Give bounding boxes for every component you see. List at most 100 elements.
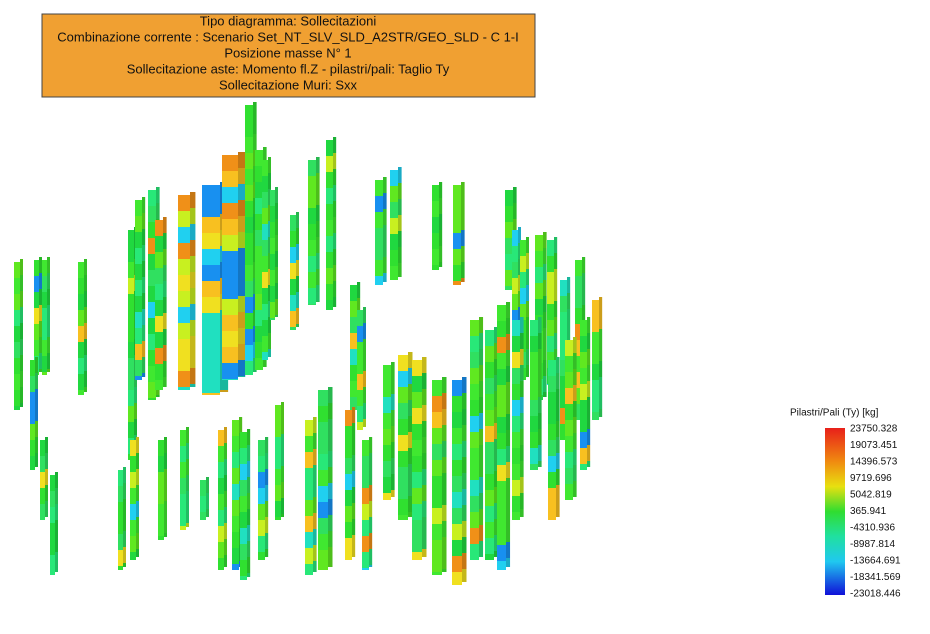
- column-face: [575, 356, 582, 372]
- column-side: [422, 501, 427, 517]
- column-side: [543, 328, 547, 344]
- column: [218, 427, 227, 570]
- column-face: [530, 448, 538, 464]
- column-side: [363, 339, 366, 355]
- column-face: [350, 349, 357, 365]
- column-shade: [20, 259, 23, 407]
- column-side: [520, 445, 524, 461]
- column-face: [548, 504, 556, 520]
- column-side: [543, 376, 547, 392]
- column-face: [375, 276, 383, 285]
- column-face: [357, 310, 363, 326]
- column-face: [452, 396, 462, 412]
- column-face: [148, 254, 156, 270]
- column-side: [238, 328, 246, 344]
- column-face: [530, 464, 538, 470]
- column-face: [128, 342, 134, 358]
- column-side: [479, 477, 484, 493]
- column-face: [432, 396, 442, 412]
- column-side: [391, 410, 395, 426]
- column: [383, 362, 395, 500]
- column-side: [253, 294, 257, 310]
- column-side: [383, 209, 387, 225]
- legend-label: 19073.451: [850, 440, 898, 451]
- column-side: [316, 253, 320, 269]
- column-side: [506, 526, 511, 542]
- column-shade: [526, 237, 529, 377]
- column-side: [20, 387, 23, 403]
- column-shade: [369, 437, 373, 567]
- column-side: [526, 237, 529, 253]
- column-side: [238, 312, 246, 328]
- column-side: [163, 217, 167, 233]
- column-face: [318, 470, 328, 486]
- column-face: [592, 396, 599, 412]
- column-face: [262, 192, 268, 208]
- column-side: [442, 537, 447, 553]
- column-face: [308, 176, 316, 192]
- column-shade: [265, 437, 269, 557]
- column-face: [326, 300, 333, 310]
- column-face: [155, 284, 163, 300]
- column-shade: [45, 437, 48, 517]
- column-face: [222, 347, 238, 363]
- column-side: [39, 257, 42, 273]
- column-side: [408, 400, 413, 416]
- column-side: [573, 385, 577, 401]
- column-side: [582, 289, 586, 305]
- column-side: [369, 517, 373, 533]
- column-face: [580, 432, 587, 448]
- column-face: [512, 480, 520, 496]
- column-face: [512, 464, 520, 480]
- column-side: [55, 488, 58, 504]
- legend-label: 5042.819: [850, 490, 892, 501]
- column-shade: [55, 472, 58, 572]
- column-face: [262, 176, 268, 192]
- column-face: [218, 494, 224, 510]
- column-side: [422, 357, 427, 373]
- column-side: [587, 429, 591, 445]
- column-face: [470, 528, 479, 544]
- column-side: [253, 150, 257, 166]
- column-face: [580, 336, 587, 352]
- column-side: [163, 377, 167, 387]
- column-face: [305, 516, 313, 532]
- column: [452, 377, 467, 585]
- column: [565, 337, 577, 500]
- column-face: [240, 544, 247, 560]
- column-face: [40, 472, 45, 488]
- column-face: [412, 376, 422, 392]
- column-side: [554, 333, 558, 349]
- column-side: [190, 224, 196, 240]
- column-side: [39, 369, 42, 372]
- column-face: [262, 224, 268, 240]
- column-side: [263, 355, 267, 367]
- column-face: [485, 346, 494, 362]
- column-side: [599, 409, 603, 417]
- column-face: [432, 492, 442, 508]
- column-side: [333, 265, 337, 281]
- column-face: [530, 368, 538, 384]
- column-side: [142, 357, 146, 373]
- column-face: [470, 448, 479, 464]
- column-side: [556, 389, 560, 405]
- column-face: [155, 268, 163, 284]
- column-face: [497, 353, 506, 369]
- column-side: [391, 394, 395, 410]
- column-face: [178, 243, 190, 259]
- column-face: [560, 344, 567, 360]
- column-face: [398, 515, 408, 520]
- column-face: [270, 190, 275, 206]
- column-side: [520, 429, 524, 445]
- column-side: [163, 249, 167, 265]
- column-side: [526, 269, 529, 285]
- column-face: [362, 504, 369, 520]
- column-shade: [238, 152, 246, 377]
- column-side: [238, 376, 246, 377]
- column-side: [554, 253, 558, 269]
- column-side: [265, 533, 269, 549]
- column-face: [470, 336, 479, 352]
- column-side: [506, 478, 511, 494]
- column-side: [84, 355, 87, 371]
- column-side: [352, 423, 356, 439]
